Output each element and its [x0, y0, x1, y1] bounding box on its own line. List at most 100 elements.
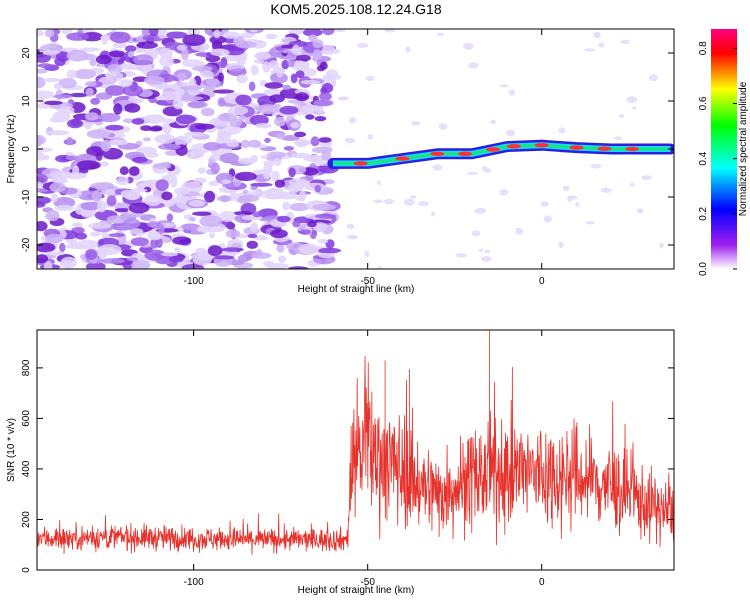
y-tick-label: 0	[21, 567, 32, 573]
noise-blob	[174, 187, 190, 195]
noise-blob	[208, 180, 219, 187]
noise-blob	[313, 99, 334, 107]
noise-blob	[376, 180, 381, 186]
noise-blob	[158, 223, 165, 235]
noise-blob	[204, 190, 216, 203]
noise-blob	[125, 45, 137, 52]
noise-blob	[430, 211, 435, 217]
noise-blob	[411, 121, 421, 126]
snr-series	[37, 330, 674, 555]
noise-blob	[122, 84, 144, 97]
noise-blob	[89, 231, 101, 237]
noise-blob	[246, 240, 258, 249]
noise-blob	[187, 101, 206, 108]
noise-blob	[209, 35, 227, 45]
track-peak	[534, 143, 549, 148]
noise-blob	[105, 85, 126, 96]
noise-blob	[216, 195, 233, 202]
noise-blob	[109, 31, 131, 44]
noise-blob	[144, 195, 162, 206]
noise-blob	[46, 210, 60, 222]
noise-blob	[129, 228, 144, 235]
noise-blob	[208, 232, 216, 239]
noise-blob	[418, 201, 429, 207]
noise-blob	[637, 208, 644, 214]
noise-blob	[175, 114, 196, 125]
noise-blob	[227, 106, 249, 115]
noise-blob	[256, 248, 263, 257]
noise-blob	[108, 233, 126, 238]
noise-blob	[105, 71, 124, 82]
noise-blob	[112, 42, 127, 49]
noise-blob	[233, 180, 241, 187]
noise-blob	[252, 211, 262, 218]
noise-blob	[290, 152, 312, 159]
noise-blob	[250, 65, 259, 76]
noise-blob	[438, 123, 448, 130]
noise-blob	[508, 89, 515, 96]
noise-blob	[180, 48, 189, 61]
noise-blob	[288, 167, 296, 178]
y-tick-label: 0	[21, 146, 32, 152]
noise-blob	[226, 139, 240, 148]
noise-blob	[314, 213, 337, 219]
noise-blob	[290, 121, 300, 129]
noise-blob	[254, 52, 271, 60]
noise-blob	[44, 29, 55, 38]
noise-blob	[483, 249, 491, 254]
noise-blob	[174, 136, 187, 147]
noise-blob	[310, 136, 320, 147]
noise-blob	[66, 49, 89, 62]
noise-blob	[484, 168, 491, 173]
noise-blob	[315, 161, 331, 166]
noise-blob	[290, 73, 298, 84]
noise-blob	[101, 33, 108, 45]
noise-blob	[213, 89, 235, 94]
noise-blob	[249, 29, 258, 33]
noise-blob	[277, 255, 287, 263]
noise-blob	[409, 195, 417, 199]
noise-blob	[69, 92, 88, 98]
noise-blob	[154, 134, 176, 144]
noise-blob	[308, 34, 318, 42]
noise-blob	[289, 202, 310, 212]
noise-blob	[481, 256, 492, 262]
noise-blob	[193, 177, 207, 184]
snr-x-axis: -100 -50 0	[184, 330, 545, 588]
noise-blob	[275, 133, 286, 140]
noise-blob	[80, 201, 102, 211]
noise-blob	[337, 96, 349, 101]
spectrogram-x-axis-label: Height of straight line (km)	[298, 284, 415, 295]
noise-blob	[249, 114, 269, 126]
noise-blob	[256, 104, 280, 115]
noise-blob	[59, 242, 66, 253]
noise-blob	[113, 103, 123, 115]
noise-blob	[189, 150, 205, 159]
noise-blob	[37, 76, 46, 89]
noise-blob	[166, 213, 174, 222]
noise-blob	[499, 189, 509, 196]
noise-blob	[287, 59, 296, 68]
noise-blob	[436, 32, 444, 36]
noise-blob	[199, 215, 223, 228]
noise-blob	[505, 129, 516, 137]
noise-blob	[240, 32, 256, 39]
noise-blob	[269, 94, 285, 103]
noise-blob	[203, 142, 222, 151]
noise-blob	[253, 59, 265, 64]
noise-blob	[293, 140, 317, 145]
noise-blob	[37, 196, 52, 205]
noise-blob	[228, 68, 247, 77]
y-tick-label: 400	[21, 460, 32, 477]
noise-blob	[312, 203, 337, 211]
noise-blob	[292, 44, 300, 55]
noise-blob	[53, 83, 63, 90]
noise-blob	[46, 130, 70, 136]
noise-blob	[240, 139, 250, 149]
noise-blob	[288, 178, 309, 186]
noise-blob	[104, 189, 116, 196]
noise-blob	[307, 221, 317, 228]
noise-blob	[246, 190, 267, 196]
noise-blob	[144, 249, 166, 261]
noise-blob	[236, 74, 248, 84]
